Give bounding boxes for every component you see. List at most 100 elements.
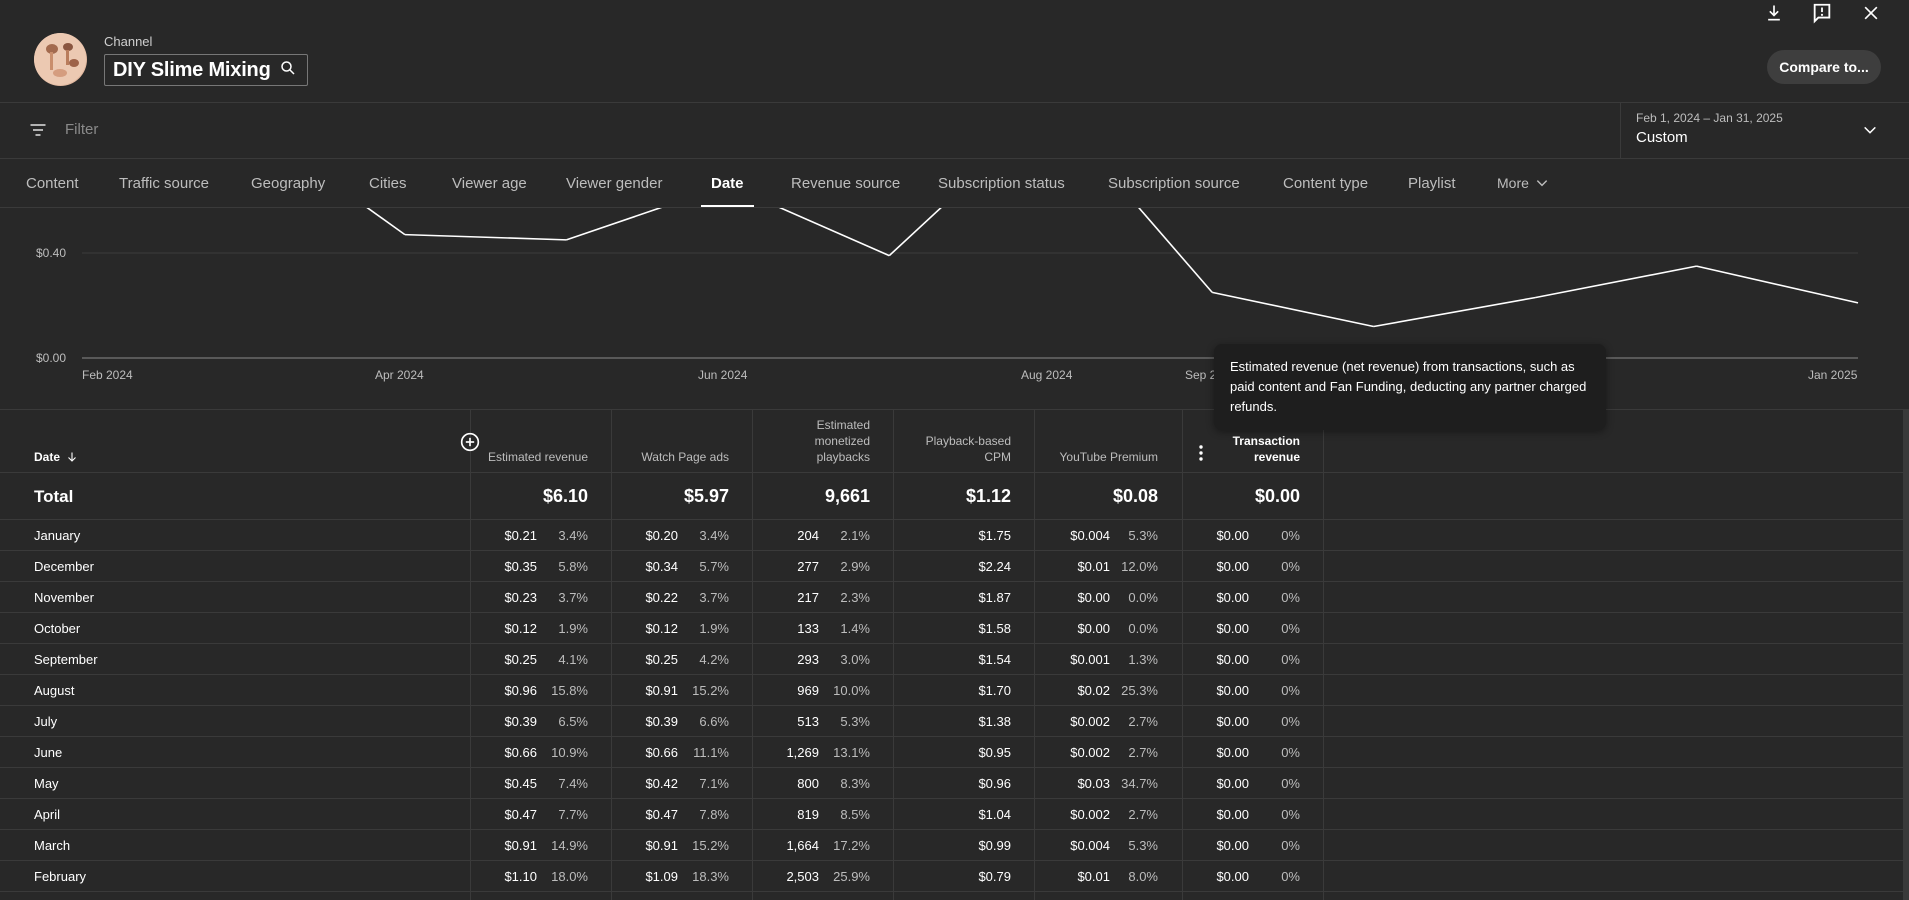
- table-cell-percent: 25.3%: [1121, 683, 1158, 698]
- x-tick-label: Aug 2024: [1021, 368, 1073, 382]
- table-cell-value: $0.02: [1077, 683, 1110, 698]
- tab-subscription-status[interactable]: Subscription status: [938, 174, 1065, 192]
- tab-subscription-source[interactable]: Subscription source: [1108, 174, 1240, 192]
- date-range-picker[interactable]: [1620, 103, 1909, 159]
- search-icon[interactable]: [279, 59, 297, 82]
- column-header-transaction-revenue[interactable]: Transaction revenue: [1232, 434, 1300, 464]
- feedback-icon[interactable]: [1807, 0, 1837, 26]
- download-icon[interactable]: [1759, 0, 1789, 26]
- table-cell-percent: 17.2%: [833, 838, 870, 853]
- close-icon[interactable]: [1856, 0, 1886, 26]
- table-cell-percent: 0%: [1281, 683, 1300, 698]
- table-cell-value: 133: [797, 621, 819, 636]
- table-cell-percent: 2.7%: [1128, 714, 1158, 729]
- table-cell-percent: 5.3%: [1128, 528, 1158, 543]
- table-cell-percent: 1.9%: [558, 621, 588, 636]
- column-header-youtube-premium[interactable]: YouTube Premium: [1059, 450, 1159, 464]
- table-cell-percent: 3.7%: [699, 590, 729, 605]
- table-cell-value: $0.23: [504, 590, 537, 605]
- row-divider: [0, 767, 1909, 768]
- revenue-line-chart: [0, 208, 1909, 408]
- tab-geography[interactable]: Geography: [251, 174, 326, 192]
- table-cell-value: 217: [797, 590, 819, 605]
- table-cell-value: $0.91: [504, 838, 537, 853]
- table-cell-percent: 0%: [1281, 869, 1300, 884]
- filter-bar: [0, 103, 1620, 159]
- header-bar: [0, 0, 1909, 103]
- total-transaction-revenue: $0.00: [1254, 486, 1300, 506]
- table-cell-value: $0.39: [504, 714, 537, 729]
- row-date: June: [34, 745, 63, 760]
- row-divider: [0, 674, 1909, 675]
- column-divider: [1182, 409, 1183, 900]
- table-cell-value: $0.25: [645, 652, 678, 667]
- table-cell-percent: 7.1%: [699, 776, 729, 791]
- tab-viewer-gender[interactable]: Viewer gender: [566, 174, 663, 192]
- table-cell-value: 277: [797, 559, 819, 574]
- line-segment: [778, 208, 890, 257]
- table-cell-percent: 13.1%: [833, 745, 870, 760]
- table-cell-percent: 5.3%: [1128, 838, 1158, 853]
- total-watch-page-ads: $5.97: [683, 486, 729, 506]
- compare-button[interactable]: Compare to...: [1767, 50, 1881, 84]
- line-segment: [404, 233, 567, 241]
- x-tick-label: Apr 2024: [375, 368, 424, 382]
- tab-playlist[interactable]: Playlist: [1408, 174, 1456, 192]
- tab-content-type[interactable]: Content type: [1283, 174, 1369, 192]
- row-divider: [0, 736, 1909, 737]
- date-column-header[interactable]: Date: [34, 450, 78, 464]
- table-cell-percent: 0%: [1281, 528, 1300, 543]
- chevron-down-icon: [1535, 176, 1549, 190]
- table-cell-value: $0.00: [1216, 652, 1249, 667]
- scrollbar[interactable]: [1903, 409, 1909, 900]
- table-cell-value: $0.99: [978, 838, 1011, 853]
- table-cell-value: 1,269: [786, 745, 819, 760]
- table-cell-value: $0.47: [645, 807, 678, 822]
- x-tick-label: Jun 2024: [698, 368, 748, 382]
- x-tick-label: Sep 2: [1185, 368, 1217, 382]
- total-playback-cpm: $1.12: [965, 486, 1011, 506]
- row-date: September: [34, 652, 98, 667]
- table-cell-value: 1,664: [786, 838, 819, 853]
- table-cell-percent: 34.7%: [1121, 776, 1158, 791]
- table-cell-value: $0.79: [978, 869, 1011, 884]
- chevron-down-icon[interactable]: [1862, 122, 1878, 143]
- column-header-playback-cpm[interactable]: Playback-based CPM: [925, 434, 1011, 464]
- chart-svg: [82, 208, 1859, 359]
- more-vert-icon[interactable]: [1193, 443, 1209, 468]
- table-cell-percent: 10.9%: [551, 745, 588, 760]
- tab-revenue-source[interactable]: Revenue source: [791, 174, 901, 192]
- filter-icon[interactable]: [28, 120, 48, 145]
- tab-more[interactable]: More: [1497, 159, 1549, 207]
- column-header-watch-page-ads[interactable]: Watch Page ads: [641, 450, 729, 464]
- divider: [0, 409, 1909, 410]
- column-divider: [611, 409, 612, 900]
- channel-avatar[interactable]: [34, 33, 87, 86]
- column-header-estimated-revenue[interactable]: Estimated revenue: [487, 450, 588, 464]
- add-metric-icon[interactable]: [460, 432, 480, 457]
- channel-label: Channel: [104, 34, 153, 49]
- table-cell-percent: 0%: [1281, 590, 1300, 605]
- sort-arrow-down-icon: [66, 451, 78, 463]
- tab-traffic-source[interactable]: Traffic source: [119, 174, 210, 192]
- table-cell-value: $0.20: [645, 528, 678, 543]
- table-cell-percent: 3.4%: [699, 528, 729, 543]
- table-cell-percent: 3.0%: [840, 652, 870, 667]
- table-cell-value: $0.45: [504, 776, 537, 791]
- table-cell-percent: 4.2%: [699, 652, 729, 667]
- line-segment: [1696, 265, 1859, 304]
- row-date: August: [34, 683, 75, 698]
- tab-date[interactable]: Date: [701, 159, 753, 207]
- channel-selector[interactable]: DIY Slime Mixing: [104, 54, 308, 86]
- table-cell-percent: 0%: [1281, 714, 1300, 729]
- tab-content[interactable]: Content: [26, 174, 79, 192]
- table-cell-value: 293: [797, 652, 819, 667]
- tab-cities[interactable]: Cities: [369, 174, 407, 192]
- filter-input[interactable]: Filter: [65, 121, 99, 138]
- tab-viewer-age[interactable]: Viewer age: [452, 174, 527, 192]
- row-divider: [0, 860, 1909, 861]
- column-header-monetized-playbacks[interactable]: Estimated monetized playbacks: [814, 418, 870, 464]
- table-cell-value: $0.00: [1216, 528, 1249, 543]
- date-header-label: Date: [34, 450, 61, 464]
- line-segment: [888, 208, 942, 257]
